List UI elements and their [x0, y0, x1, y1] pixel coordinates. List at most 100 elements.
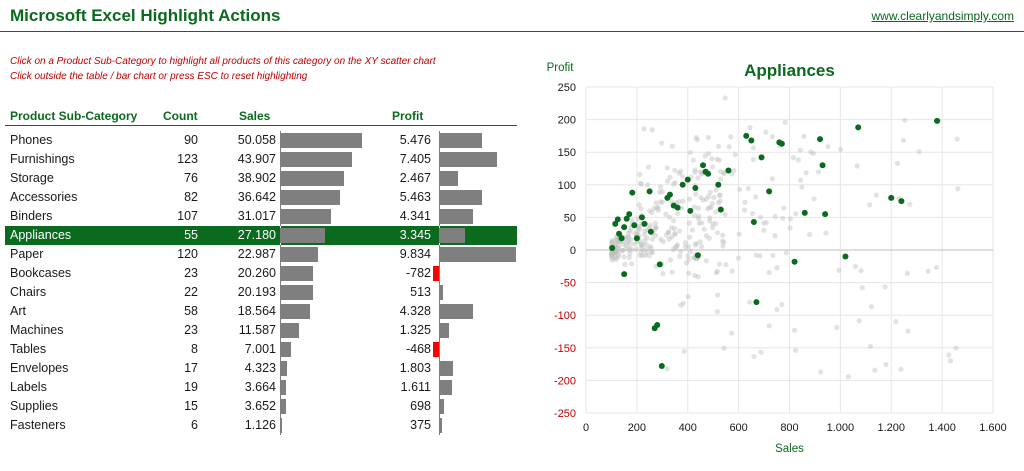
highlighted-point[interactable]: [656, 261, 663, 268]
profit-bar[interactable]: [432, 266, 439, 281]
highlighted-point[interactable]: [750, 218, 757, 225]
highlighted-point[interactable]: [822, 211, 829, 218]
table-row[interactable]: Labels 19 3.664 1.611: [5, 378, 517, 397]
profit-bar[interactable]: [439, 285, 444, 300]
highlighted-point[interactable]: [888, 194, 895, 201]
highlighted-point[interactable]: [934, 117, 941, 124]
profit-bar[interactable]: [439, 133, 482, 148]
highlighted-point[interactable]: [801, 209, 808, 216]
profit-bar[interactable]: [439, 304, 473, 319]
table-row[interactable]: Binders 107 31.017 4.341: [5, 207, 517, 226]
background-point: [683, 260, 690, 266]
highlighted-point[interactable]: [618, 235, 625, 242]
sales-bar[interactable]: [280, 190, 341, 205]
profit-bar[interactable]: [439, 190, 482, 205]
sales-bar[interactable]: [280, 228, 325, 243]
profit-bar[interactable]: [439, 171, 459, 186]
sales-bar[interactable]: [280, 209, 331, 224]
table-row[interactable]: Envelopes 17 4.323 1.803: [5, 359, 517, 378]
table-row[interactable]: Tables 8 7.001 -468: [5, 340, 517, 359]
highlighted-point[interactable]: [692, 185, 699, 192]
sales-bar[interactable]: [280, 361, 288, 376]
sales-bar[interactable]: [280, 171, 344, 186]
highlighted-point[interactable]: [819, 162, 826, 169]
sales-bar[interactable]: [280, 418, 282, 433]
highlighted-point[interactable]: [694, 252, 701, 259]
highlighted-point[interactable]: [646, 188, 653, 195]
highlighted-point[interactable]: [687, 207, 694, 214]
profit-bar[interactable]: [433, 342, 439, 357]
profit-bar[interactable]: [439, 361, 454, 376]
highlighted-point[interactable]: [817, 136, 824, 143]
sales-bar[interactable]: [280, 399, 286, 414]
sales-bar[interactable]: [280, 247, 318, 262]
highlighted-point[interactable]: [679, 181, 686, 188]
profit-bar[interactable]: [439, 228, 466, 243]
sales-bar[interactable]: [280, 342, 292, 357]
highlighted-point[interactable]: [641, 220, 648, 227]
highlighted-point[interactable]: [647, 228, 654, 235]
highlighted-point[interactable]: [700, 162, 707, 169]
highlighted-point[interactable]: [753, 299, 760, 306]
table-row[interactable]: Accessories 82 36.642 5.463: [5, 188, 517, 207]
highlighted-point[interactable]: [666, 191, 673, 198]
highlighted-point[interactable]: [778, 140, 785, 147]
highlighted-point[interactable]: [631, 222, 638, 229]
highlighted-point[interactable]: [842, 253, 849, 260]
website-link[interactable]: www.clearlyandsimply.com: [871, 9, 1014, 23]
highlighted-point[interactable]: [621, 271, 628, 278]
table-row[interactable]: Supplies 15 3.652 698: [5, 397, 517, 416]
profit-bar[interactable]: [439, 399, 445, 414]
profit-bar[interactable]: [439, 209, 473, 224]
sales-bar[interactable]: [280, 323, 299, 338]
sales-bar[interactable]: [280, 152, 352, 167]
profit-bar[interactable]: [439, 247, 516, 262]
highlighted-point[interactable]: [616, 230, 623, 237]
profit-bar[interactable]: [439, 323, 450, 338]
scatter-chart[interactable]: 250 200 150 100 50 0 -50 -100 -150 -200 -250 0 200 40…: [520, 56, 1010, 464]
table-row[interactable]: Storage 76 38.902 2.467: [5, 169, 517, 188]
highlighted-point[interactable]: [898, 198, 905, 205]
highlighted-point[interactable]: [715, 181, 722, 188]
sales-bar[interactable]: [280, 380, 286, 395]
sales-bar[interactable]: [280, 133, 362, 148]
profit-bar[interactable]: [439, 418, 442, 433]
highlighted-point[interactable]: [621, 224, 628, 231]
highlighted-point[interactable]: [766, 188, 773, 195]
background-point: [717, 192, 723, 198]
highlighted-point[interactable]: [717, 206, 724, 213]
highlighted-point[interactable]: [654, 321, 661, 328]
highlighted-point[interactable]: [743, 132, 750, 139]
table-row[interactable]: Phones 90 50.058 5.476: [5, 131, 517, 150]
highlighted-point[interactable]: [705, 170, 712, 177]
highlighted-point[interactable]: [614, 216, 621, 223]
highlighted-point[interactable]: [758, 154, 765, 161]
table-row[interactable]: Paper 120 22.987 9.834: [5, 245, 517, 264]
highlighted-point[interactable]: [638, 214, 645, 221]
highlighted-point[interactable]: [674, 204, 681, 211]
highlighted-point[interactable]: [791, 258, 798, 265]
table-row[interactable]: Bookcases 23 20.260 -782: [5, 264, 517, 283]
table-row[interactable]: Machines 23 11.587 1.325: [5, 321, 517, 340]
sales-bar[interactable]: [280, 304, 311, 319]
table-row[interactable]: Furnishings 123 43.907 7.405: [5, 150, 517, 169]
profit-bar[interactable]: [439, 380, 452, 395]
profit-bar[interactable]: [439, 152, 497, 167]
highlighted-point[interactable]: [684, 176, 691, 183]
highlighted-point[interactable]: [629, 189, 636, 196]
table-row[interactable]: Art 58 18.564 4.328: [5, 302, 517, 321]
table-row[interactable]: Chairs 22 20.193 513: [5, 283, 517, 302]
sales-bar[interactable]: [280, 266, 314, 281]
sales-bar[interactable]: [280, 285, 314, 300]
highlighted-point[interactable]: [748, 137, 755, 144]
highlighted-point[interactable]: [658, 363, 665, 370]
highlighted-point[interactable]: [855, 124, 862, 131]
table-row[interactable]: Appliances 55 27.180 3.345: [5, 226, 517, 245]
highlighted-point[interactable]: [612, 220, 619, 227]
table-row[interactable]: Fasteners 6 1.126 375: [5, 416, 517, 435]
highlighted-point[interactable]: [633, 235, 640, 242]
highlighted-point[interactable]: [626, 211, 633, 218]
highlighted-point[interactable]: [609, 245, 616, 252]
highlighted-point[interactable]: [725, 167, 732, 174]
highlighted-point[interactable]: [623, 215, 630, 222]
